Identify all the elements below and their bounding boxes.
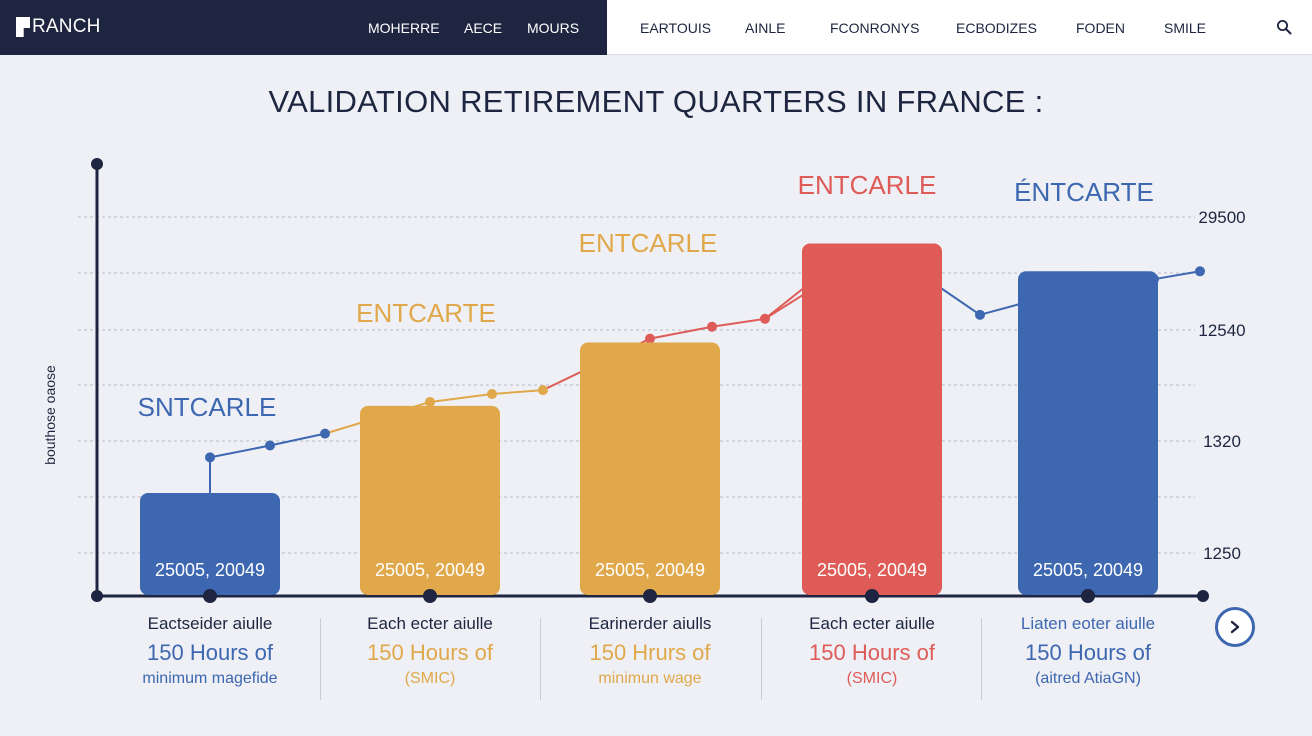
caption-line3: (aitred AtiaGN) — [1035, 670, 1141, 687]
x-axis-end-dot — [1197, 590, 1209, 602]
right-tick-label-1: 12540 — [1198, 321, 1245, 340]
right-tick-label-0: 29500 — [1198, 208, 1245, 227]
bar-2 — [580, 342, 720, 595]
chart-labels: 25005, 20049 25005, 20049 25005, 20049 2500… — [138, 170, 1154, 580]
trend-seg-6 — [649, 325, 713, 340]
caption-3: Each ecter aiulle 150 Hours of (SMIC) — [762, 614, 982, 692]
bars — [140, 243, 1158, 603]
caption-line1: Each ecter aiulle — [809, 614, 935, 633]
y-axis-label: bouthose oaose — [42, 365, 58, 465]
bar-3 — [802, 243, 942, 595]
caption-line3: minimum magefide — [142, 670, 278, 687]
nav-link-7[interactable]: ECBODIZES — [956, 20, 1037, 36]
caption-1: Each ecter aiulle 150 Hours of (SMIC) — [320, 614, 540, 692]
trend-seg-8b — [764, 286, 806, 320]
trend-point-3 — [425, 396, 435, 407]
x-tick-dot-1 — [423, 589, 437, 603]
caption-line2: 150 Hours of — [147, 640, 273, 665]
trend-point-6 — [645, 333, 655, 344]
trend-point-1 — [265, 440, 275, 451]
trend-point-4 — [487, 389, 497, 400]
nav-link-3[interactable]: MOURS — [527, 20, 580, 36]
next-button[interactable] — [1215, 607, 1255, 647]
nav-light-section: EARTOUIS AINLE FCONRONYS ECBODIZES FODEN… — [607, 0, 1312, 55]
caption-divider-3 — [981, 618, 982, 700]
trend-point-5 — [538, 385, 548, 396]
x-tick-dot-4 — [1081, 589, 1095, 603]
trend-seg-3 — [429, 393, 493, 403]
caption-divider-2 — [761, 618, 762, 700]
right-tick-label-2: 1320 — [1203, 432, 1241, 451]
caption-line2: 150 Hrurs of — [589, 640, 711, 665]
trend-seg-1 — [269, 432, 326, 447]
bar-value-label-3: 25005, 20049 — [817, 560, 927, 580]
caption-0: Eactseider aiulle 150 Hours of minimum mag… — [100, 614, 320, 692]
bar-1 — [360, 405, 500, 595]
trend-point-8 — [760, 313, 770, 324]
trend-seg-9b — [979, 303, 1021, 316]
logo-text: RANCH — [32, 16, 101, 37]
caption-line2: 150 Hours of — [367, 640, 493, 665]
right-tick-label-3: 1250 — [1203, 544, 1241, 563]
caption-4: Liaten eoter aiulle 150 Hours of (aitred A… — [978, 614, 1198, 692]
trend-point-10 — [975, 309, 985, 320]
trend-seg-9 — [934, 283, 981, 316]
trend-seg-12 — [1153, 270, 1201, 281]
caption-line2: 150 Hours of — [809, 640, 935, 665]
caption-divider-0 — [320, 618, 321, 700]
nav-link-1[interactable]: MOHERRE — [368, 20, 440, 36]
x-tick-dot-3 — [865, 589, 879, 603]
bar-value-label-2: 25005, 20049 — [595, 560, 705, 580]
caption-divider-1 — [540, 618, 541, 700]
bar-value-label-0: 25005, 20049 — [155, 560, 265, 580]
trend-seg-0 — [209, 444, 271, 459]
x-tick-dot-2 — [643, 589, 657, 603]
caption-line3: (SMIC) — [846, 670, 898, 687]
bar-value-label-4: 25005, 20049 — [1033, 560, 1143, 580]
category-label-3: ENTCARLE — [798, 170, 937, 200]
caption-line1: Each ecter aiulle — [367, 614, 493, 633]
trend-point-2 — [320, 428, 330, 439]
caption-line1: Earinerder aiulls — [588, 614, 712, 633]
nav-link-4[interactable]: EARTOUIS — [640, 20, 712, 36]
bar-value-label-1: 25005, 20049 — [375, 560, 485, 580]
nav-link-8[interactable]: FODEN — [1076, 20, 1125, 36]
nav-link-2[interactable]: AECE — [464, 20, 503, 36]
search-icon[interactable] — [1276, 19, 1292, 35]
caption-line1: Eactseider aiulle — [147, 614, 273, 633]
category-label-4: ÉNTCARTE — [1014, 177, 1154, 207]
origin-dot — [91, 590, 103, 602]
brand-logo[interactable]: RANCH — [16, 14, 101, 40]
trend-point-13 — [1195, 266, 1205, 277]
trend-point-7 — [707, 321, 717, 332]
caption-line2: 150 Hours of — [1025, 640, 1151, 665]
y-axis-end-dot — [91, 158, 103, 170]
caption-line1: Liaten eoter aiulle — [1020, 614, 1156, 633]
page-title: VALIDATION RETIREMENT QUARTERS IN FRANCE… — [268, 84, 1044, 119]
nav-link-9[interactable]: SMILE — [1164, 20, 1207, 36]
nav-link-6[interactable]: FCONRONYS — [830, 20, 920, 36]
caption-line3: minimun wage — [598, 670, 702, 687]
bar-4 — [1018, 271, 1158, 595]
bar-0 — [140, 493, 280, 595]
trend-seg-4 — [491, 389, 544, 396]
caption-2: Earinerder aiulls 150 Hrurs of minimun wag… — [540, 614, 760, 692]
trend-point-0 — [205, 452, 215, 463]
category-label-2: ENTCARLE — [579, 228, 718, 258]
chevron-right-icon — [1230, 620, 1240, 634]
nav-dark-section: RANCH MOHERRE AECE MOURS — [0, 0, 607, 55]
caption-line3: (SMIC) — [404, 670, 456, 687]
top-navigation-bar: RANCH MOHERRE AECE MOURS EARTOUIS AINLE … — [0, 0, 1312, 55]
category-label-0: SNTCARLE — [138, 392, 277, 422]
x-tick-dot-0 — [203, 589, 217, 603]
trend-seg-7 — [711, 317, 766, 328]
category-label-1: ENTCARTE — [356, 298, 496, 328]
nav-link-5[interactable]: AINLE — [745, 20, 786, 36]
